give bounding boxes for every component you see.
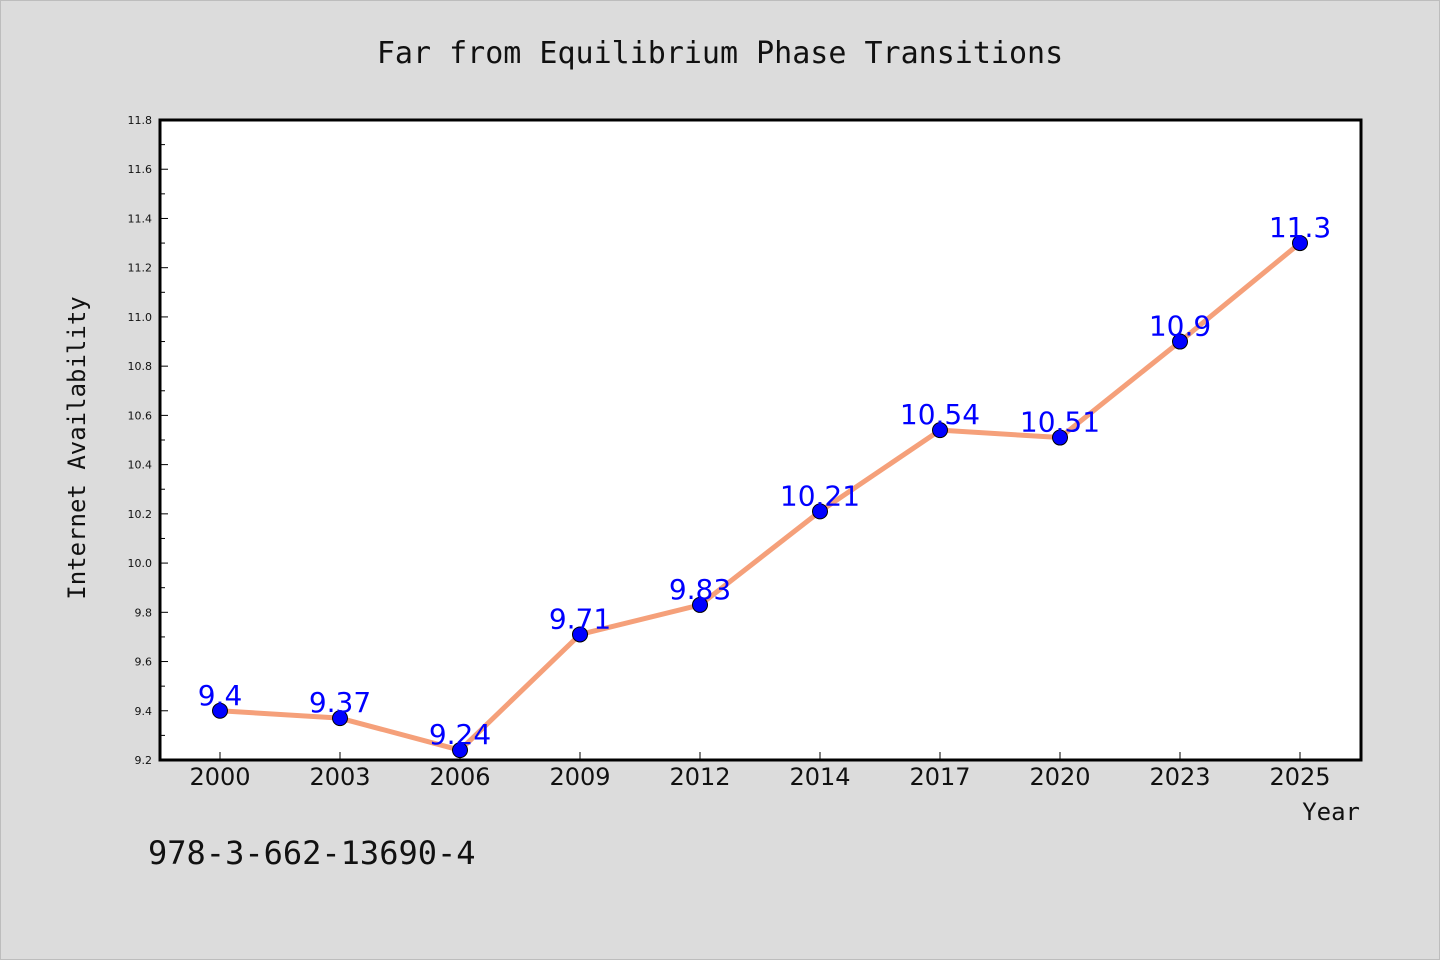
footer-isbn: 978-3-662-13690-4: [148, 834, 476, 872]
data-label: 9.37: [309, 686, 371, 719]
y-tick-label: 11.8: [128, 114, 153, 127]
data-label: 9.71: [549, 602, 611, 635]
data-label: 10.9: [1149, 310, 1211, 343]
y-tick-label: 10.4: [128, 459, 153, 472]
y-tick-label: 11.4: [128, 212, 153, 225]
y-tick-label: 9.6: [135, 656, 153, 669]
data-point: [452, 742, 468, 759]
data-label: 9.83: [669, 573, 731, 606]
x-tick-label: 2014: [789, 763, 850, 791]
x-axis: 2000 2003 2006 2009 2012 2014 2017 2020 2023 2025: [189, 752, 1331, 791]
data-point: [572, 626, 588, 643]
y-tick-label: 11.2: [128, 262, 153, 275]
y-tick-label: 10.8: [128, 360, 153, 373]
x-tick-label: 2009: [549, 763, 610, 791]
data-label: 10.51: [1020, 406, 1100, 439]
data-point: [1052, 429, 1068, 446]
chart-title: Far from Equilibrium Phase Transitions: [377, 36, 1063, 71]
data-label: 10.21: [780, 479, 860, 512]
x-tick-label: 2000: [189, 763, 250, 791]
series-line: [217, 240, 1303, 753]
plot-area: [158, 118, 1363, 762]
data-label: 9.24: [429, 718, 491, 751]
x-tick-label: 2025: [1269, 763, 1330, 791]
x-tick-label: 2012: [669, 763, 730, 791]
data-label: 9.4: [198, 679, 243, 712]
x-tick-label: 2017: [909, 763, 970, 791]
y-tick-label: 11.6: [128, 163, 153, 176]
data-point: [1292, 235, 1308, 252]
data-point: [812, 503, 828, 520]
x-axis-label: Year: [1302, 798, 1360, 826]
x-tick-label: 2003: [309, 763, 370, 791]
data-point: [332, 710, 348, 727]
data-point: [1172, 333, 1188, 350]
y-axis-label: Internet Availability: [63, 296, 91, 599]
data-point: [692, 596, 708, 613]
data-label: 10.54: [900, 398, 980, 431]
y-tick-label: 10.0: [128, 557, 153, 570]
y-tick-label: 10.6: [128, 409, 153, 422]
y-tick-label: 10.2: [128, 508, 153, 521]
data-label: 11.3: [1269, 211, 1331, 244]
data-point: [932, 422, 948, 439]
series-layer: 9.4 9.37 9.24 9.71 9.83 10.21 10.54 10.51 10.9 11…: [198, 211, 1331, 759]
x-tick-label: 2006: [429, 763, 490, 791]
x-tick-label: 2020: [1029, 763, 1090, 791]
y-tick-label: 11.0: [128, 311, 153, 324]
y-axis: 9.2 9.4 9.6 9.8 10.0 10.2 10.4 10.6 10.8 11.0 11.2…: [128, 114, 168, 767]
x-tick-label: 2023: [1149, 763, 1210, 791]
y-tick-label: 9.4: [135, 705, 153, 718]
y-tick-label: 9.8: [135, 606, 153, 619]
y-tick-label: 9.2: [135, 754, 153, 767]
data-point: [212, 702, 228, 719]
